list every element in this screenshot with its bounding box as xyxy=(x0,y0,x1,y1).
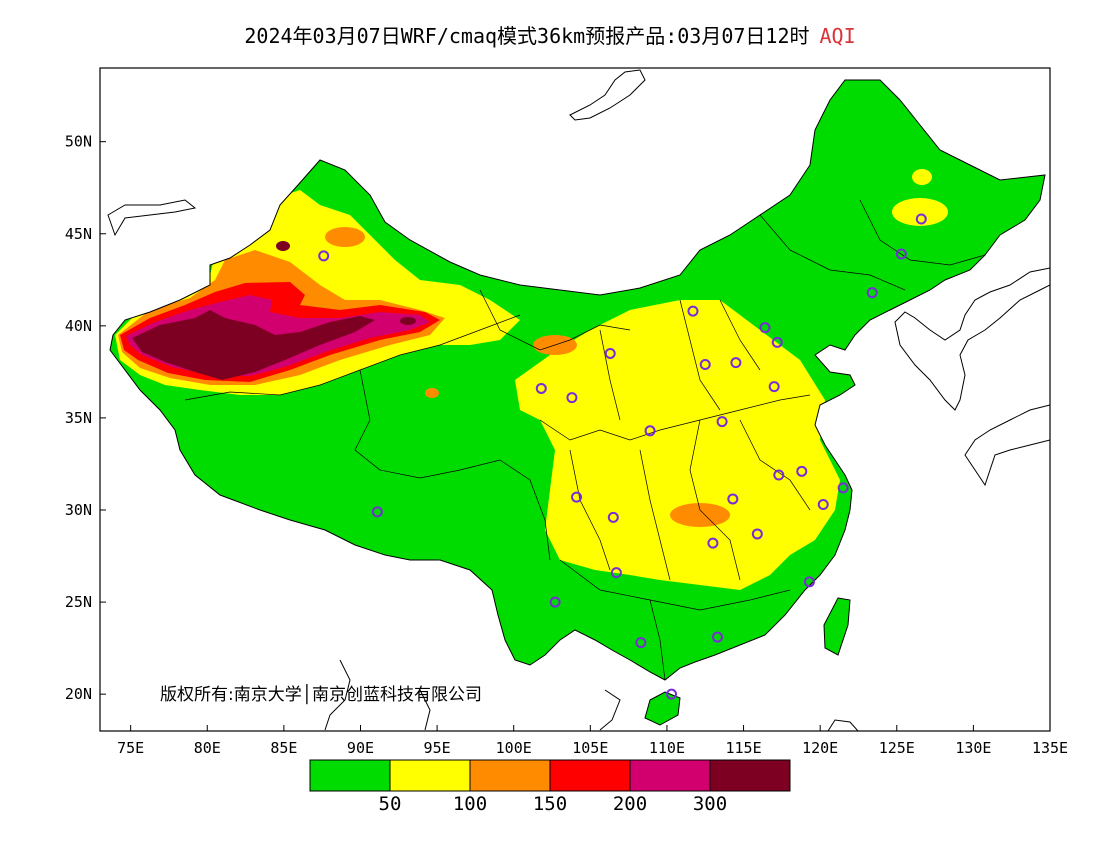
station-marker xyxy=(716,416,728,428)
aqi-zone-yellow-central xyxy=(515,300,840,590)
aqi-zone-maroon xyxy=(132,310,375,380)
station-marker xyxy=(817,498,829,510)
station-marker xyxy=(771,336,783,348)
station-marker xyxy=(549,596,561,608)
aqi-zone-orange-patch xyxy=(325,227,365,247)
station-marker xyxy=(635,637,647,649)
legend-label: 200 xyxy=(612,793,648,815)
legend-swatch xyxy=(709,759,791,792)
y-tick-label: 30N xyxy=(65,501,92,519)
legend-label: 50 xyxy=(378,793,402,815)
y-tick-label: 40N xyxy=(65,317,92,335)
x-axis: 75E 80E 85E 90E 95E 100E 105E 110E 115E 120E 125E 1… xyxy=(117,725,1068,757)
station-marker xyxy=(666,688,678,700)
station-marker xyxy=(796,465,808,477)
aqi-zone-maroon-small xyxy=(276,241,290,251)
station-marker xyxy=(727,493,739,505)
station-markers xyxy=(318,213,927,700)
y-tick-label: 20N xyxy=(65,685,92,703)
x-tick-label: 115E xyxy=(725,739,761,757)
aqi-zone-orange-central xyxy=(670,503,730,527)
map-frame xyxy=(99,67,1051,732)
legend-label: 150 xyxy=(532,793,568,815)
copyright-text: 版权所有:南京大学│南京创蓝科技有限公司 xyxy=(160,685,482,705)
station-marker xyxy=(751,528,763,540)
y-tick-label: 50N xyxy=(65,133,92,151)
y-tick-label: 25N xyxy=(65,593,92,611)
station-marker xyxy=(607,511,619,523)
aqi-zone-orange-small xyxy=(425,388,439,398)
province-boundaries xyxy=(184,199,986,681)
x-tick-label: 130E xyxy=(955,739,991,757)
station-marker xyxy=(610,567,622,579)
legend-swatch xyxy=(469,759,551,792)
legend-swatch xyxy=(309,759,391,792)
station-marker xyxy=(730,357,742,369)
station-marker xyxy=(687,305,699,317)
legend-colorbar xyxy=(309,759,791,792)
station-marker xyxy=(759,322,771,334)
station-marker xyxy=(318,250,330,262)
station-marker xyxy=(535,382,547,394)
x-tick-label: 95E xyxy=(424,739,451,757)
station-marker xyxy=(773,469,785,481)
x-tick-label: 105E xyxy=(572,739,608,757)
y-axis: 50N 45N 40N 35N 30N 25N 20N xyxy=(65,133,106,703)
aqi-zone-maroon-small-2 xyxy=(400,317,416,325)
station-marker xyxy=(566,392,578,404)
station-marker xyxy=(371,506,383,518)
title-main: 2024年03月07日WRF/cmaq模式36km预报产品:03月07日12时 xyxy=(244,24,810,48)
station-marker xyxy=(712,631,723,643)
aqi-zone-yellow-ne xyxy=(892,198,948,226)
station-marker xyxy=(915,213,927,225)
title-variable: AQI xyxy=(819,24,856,48)
taiwan-outline xyxy=(823,597,851,656)
neighbour-coastlines xyxy=(107,69,1050,731)
legend-label: 300 xyxy=(692,793,728,815)
station-marker xyxy=(699,359,711,371)
station-marker xyxy=(707,537,719,549)
station-marker xyxy=(644,425,656,437)
x-tick-label: 110E xyxy=(649,739,685,757)
legend-swatch xyxy=(629,759,711,792)
legend-swatch xyxy=(389,759,471,792)
aqi-zone-yellow-ne-2 xyxy=(912,169,932,185)
station-marker xyxy=(837,482,849,494)
legend-label: 100 xyxy=(452,793,488,815)
station-marker xyxy=(604,347,616,359)
y-tick-label: 45N xyxy=(65,225,92,243)
china-outline xyxy=(109,79,1046,681)
x-tick-label: 90E xyxy=(347,739,374,757)
hainan-outline xyxy=(644,691,681,726)
x-tick-label: 100E xyxy=(496,739,532,757)
x-tick-label: 120E xyxy=(802,739,838,757)
x-tick-label: 80E xyxy=(194,739,221,757)
legend-swatch xyxy=(549,759,631,792)
station-marker xyxy=(803,576,815,588)
y-tick-label: 35N xyxy=(65,409,92,427)
x-tick-label: 85E xyxy=(270,739,297,757)
station-marker xyxy=(866,287,878,299)
map-title: 2024年03月07日WRF/cmaq模式36km预报产品:03月07日12时 A… xyxy=(0,20,1100,49)
station-marker xyxy=(895,248,907,260)
x-tick-label: 75E xyxy=(117,739,144,757)
station-marker xyxy=(571,491,583,503)
x-tick-label: 125E xyxy=(879,739,915,757)
x-tick-label: 135E xyxy=(1032,739,1068,757)
station-marker xyxy=(768,381,780,393)
